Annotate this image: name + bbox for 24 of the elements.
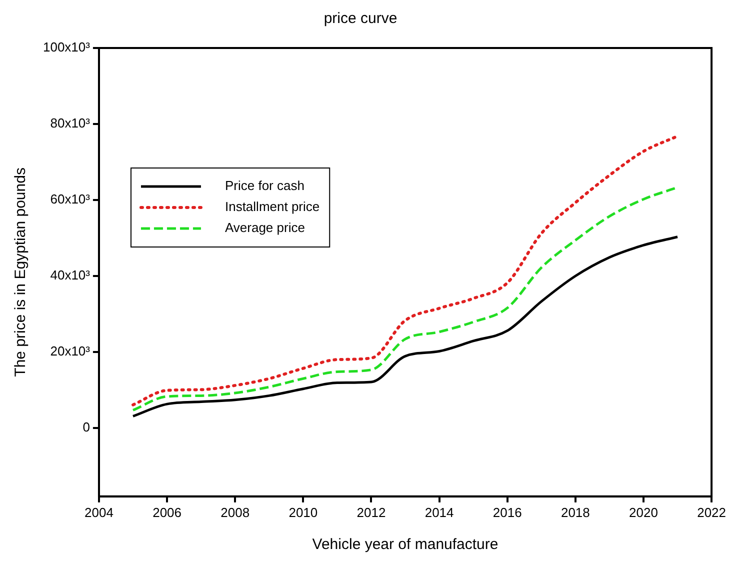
y-tick-label: 60x10³ — [50, 192, 91, 207]
line-series — [132, 134, 680, 406]
x-axis-title: Vehicle year of manufacture — [312, 536, 498, 554]
legend-label: Average price — [224, 220, 305, 236]
y-axis-title: The price is in Egyptian pounds — [12, 168, 30, 377]
x-tick-label: 2006 — [152, 504, 182, 520]
x-tick-label: 2020 — [629, 504, 658, 520]
x-tick-label: 2014 — [424, 504, 454, 520]
x-tick-label: 2016 — [492, 504, 522, 520]
x-tick-label: 2010 — [288, 504, 318, 520]
x-tick-label: 2008 — [220, 504, 250, 520]
x-tick-label: 2012 — [356, 504, 386, 520]
y-tick-label: 80x10³ — [50, 116, 91, 131]
x-tick-label: 2018 — [560, 504, 590, 520]
y-tick-label: 100x10³ — [42, 40, 91, 55]
chart-title: price curve — [324, 10, 398, 28]
y-tick-label: 40x10³ — [50, 268, 91, 283]
x-tick-label: 2022 — [697, 504, 726, 520]
y-tick-label: 0 — [82, 420, 90, 435]
x-tick-label: 2004 — [84, 504, 114, 520]
y-tick-label: 20x10³ — [50, 344, 91, 359]
legend-label: Installment price — [224, 199, 320, 214]
line-series — [132, 236, 679, 418]
legend-label: Price for cash — [224, 178, 304, 194]
